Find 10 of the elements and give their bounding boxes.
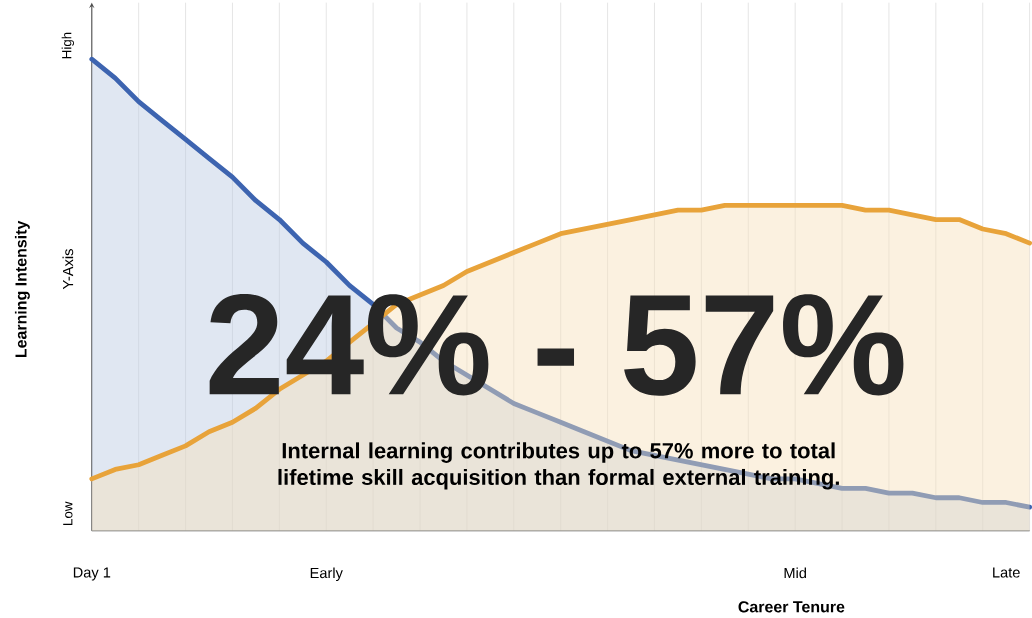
y-axis-title: Learning Intensity bbox=[14, 221, 30, 358]
x-axis-title: Career Tenure bbox=[738, 601, 845, 613]
text: Y-Axis bbox=[62, 249, 74, 290]
text: Low bbox=[63, 501, 73, 526]
annotation: Internal learning contributes up to 57% more to total lifetime skill acquisition than formal external training. bbox=[278, 442, 839, 490]
x-tick-label: Day 1 bbox=[73, 567, 111, 581]
x-tick-label: Late bbox=[993, 567, 1020, 578]
x-tick-label: Early bbox=[310, 567, 343, 582]
x-tick-label: Mid bbox=[784, 567, 806, 579]
text: High bbox=[61, 32, 75, 59]
